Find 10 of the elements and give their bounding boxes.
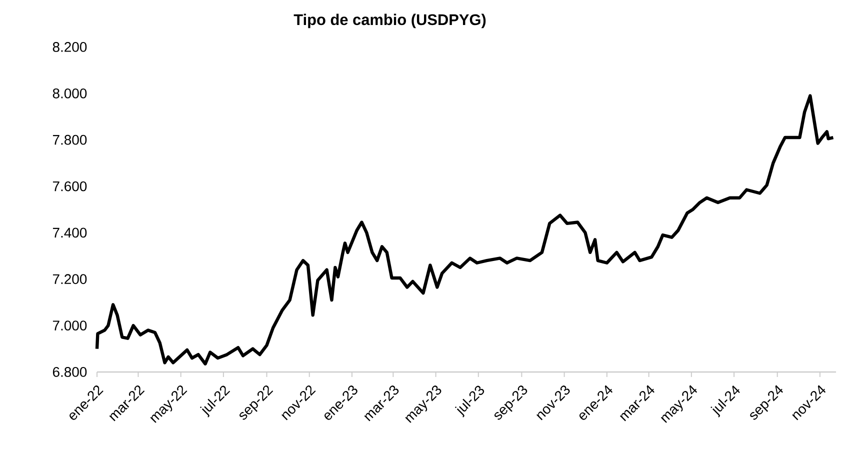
- y-tick-label: 6.800: [52, 367, 87, 377]
- y-tick-label: 7.200: [52, 274, 87, 284]
- y-tick-label: 7.000: [52, 320, 87, 330]
- y-tick-label: 8.000: [52, 88, 87, 98]
- y-tick-label: 8.200: [52, 42, 87, 52]
- y-tick-label: 7.600: [52, 181, 87, 192]
- y-tick-label: 7.800: [52, 134, 87, 145]
- y-tick-label: 7.400: [52, 228, 87, 238]
- line-series: [95, 94, 835, 366]
- chart-title: Tipo de cambio (USDPYG): [294, 14, 486, 28]
